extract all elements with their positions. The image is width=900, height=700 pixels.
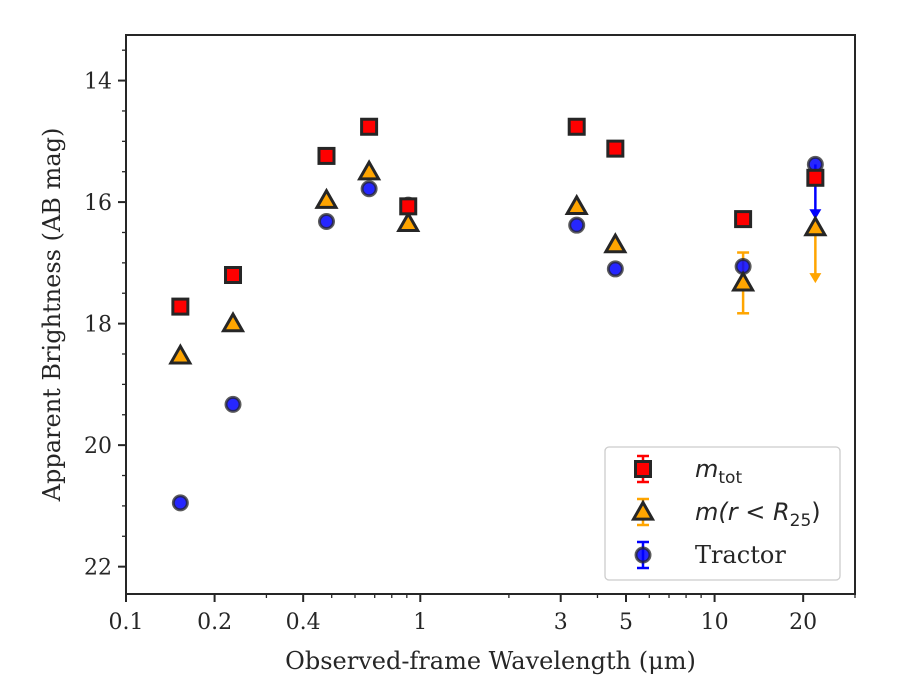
upper-limit-arrowhead <box>809 209 822 220</box>
r25-point <box>357 159 382 181</box>
y-axis-label: Apparent Brightness (AB mag) <box>38 128 66 503</box>
data-points <box>168 117 828 512</box>
tot-point <box>734 210 753 229</box>
tot-point <box>806 168 825 187</box>
y-tick-label: 18 <box>84 313 112 338</box>
x-tick-label: 3 <box>554 610 568 635</box>
x-axis-label: Observed-frame Wavelength (μm) <box>285 647 696 675</box>
axis-ticks: 0.1 0.2 0.4 1 3 5 10 20 14 16 18 20 22 <box>84 49 856 635</box>
legend-marker-r25 <box>630 499 656 521</box>
tot-point <box>567 117 586 136</box>
legend: mtot m(r < R25) Tractor <box>604 446 841 581</box>
legend-label-subscript: 25 <box>790 511 812 531</box>
x-tick-label: 1 <box>413 610 427 635</box>
r25-point <box>220 311 246 333</box>
x-tick-label: 0.2 <box>197 610 232 635</box>
legend-label-tot: mtot <box>695 455 742 488</box>
tot-point <box>360 117 379 136</box>
x-tick-label: 20 <box>789 610 817 635</box>
x-tick-label: 10 <box>701 610 729 635</box>
r25-point <box>168 343 193 365</box>
r25-point <box>314 187 339 209</box>
y-tick-label: 20 <box>84 434 112 459</box>
tot-point <box>399 197 418 216</box>
legend-marker-tractor <box>634 546 652 564</box>
y-tick-label: 22 <box>84 556 112 581</box>
tot-point <box>317 146 336 165</box>
tractor-point <box>171 494 189 512</box>
tractor-point <box>360 180 378 198</box>
legend-label-base: m <box>695 455 718 483</box>
tot-point <box>171 297 190 316</box>
legend-label-suffix: ) <box>811 498 820 526</box>
r25-point <box>803 215 828 237</box>
tractor-point <box>224 395 242 413</box>
legend-label-tractor: Tractor <box>695 541 786 569</box>
legend-label-base: m(r < R <box>695 498 790 526</box>
tractor-point <box>606 260 624 278</box>
r25-point <box>396 210 421 232</box>
x-tick-label: 0.4 <box>286 610 321 635</box>
tractor-point <box>317 213 335 231</box>
r25-point <box>603 232 628 254</box>
legend-box <box>604 446 841 581</box>
tractor-point <box>568 216 586 234</box>
y-tick-label: 14 <box>84 70 112 95</box>
r25-point <box>731 270 756 292</box>
upper-limit-arrowhead <box>809 273 822 284</box>
x-tick-label: 5 <box>619 610 633 635</box>
x-tick-label: 0.1 <box>109 610 144 635</box>
tot-point <box>224 266 243 285</box>
y-tick-label: 16 <box>84 191 112 216</box>
legend-label-subscript: tot <box>718 468 742 488</box>
plot-area-frame <box>125 34 856 595</box>
tot-point <box>606 139 625 158</box>
legend-marker-tot <box>634 460 652 478</box>
r25-point <box>564 193 589 215</box>
legend-label-r25: m(r < R25) <box>695 498 821 531</box>
